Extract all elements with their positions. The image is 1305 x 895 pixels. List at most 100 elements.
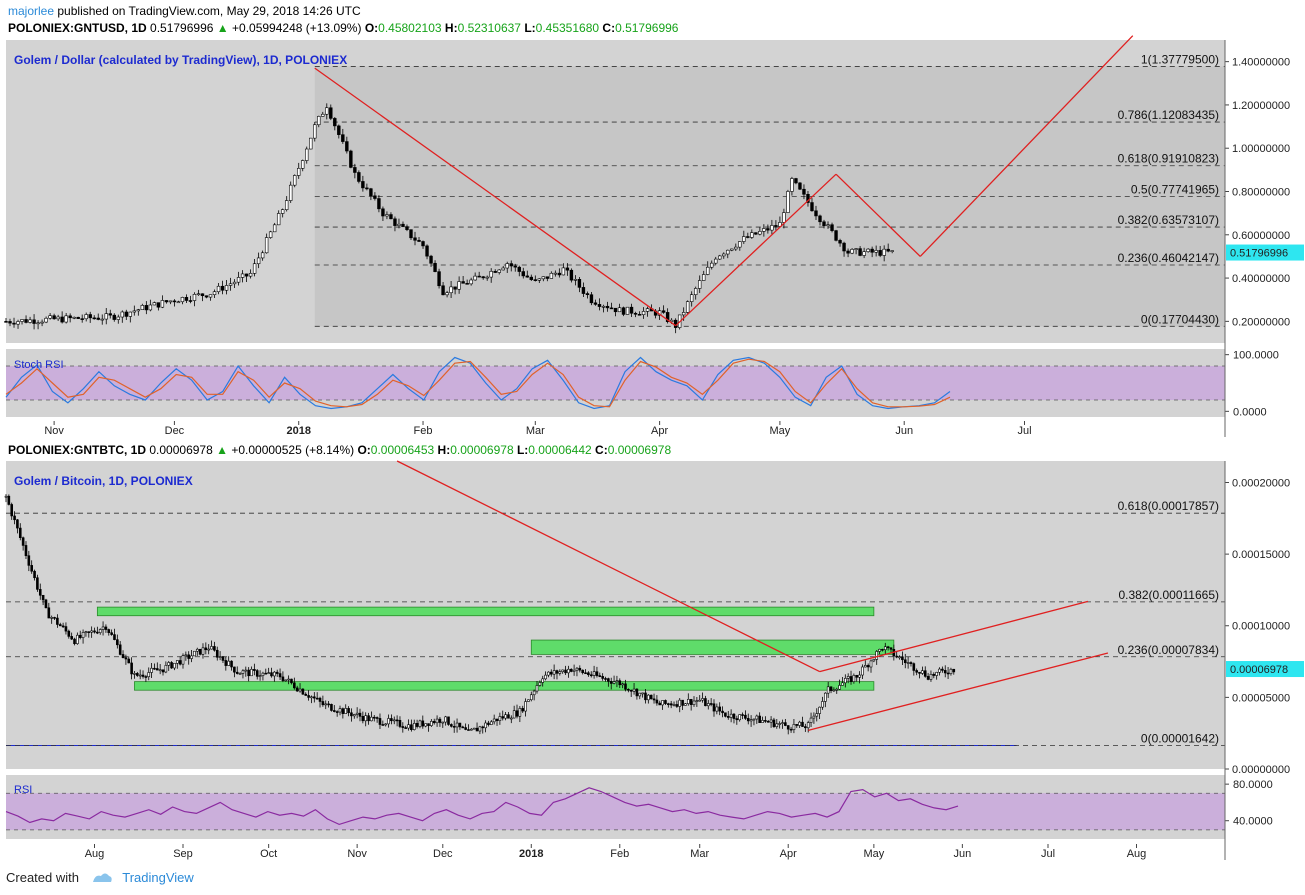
candle-body (305, 148, 309, 161)
candle-body (152, 302, 157, 306)
candle-body (935, 671, 938, 676)
candle-body (464, 727, 467, 730)
trendline (819, 600, 1089, 673)
fib-level-label: 0.618(0.91910823) (1118, 152, 1219, 166)
candle-body (450, 724, 453, 727)
candle-body (627, 688, 630, 691)
candle-body (313, 696, 316, 699)
candle-body (490, 721, 493, 725)
tradingview-link[interactable]: TradingView (122, 870, 194, 885)
candle-body (375, 717, 379, 719)
low-btc: 0.00006442 (528, 443, 592, 457)
up-arrow-icon: ▲ (216, 443, 228, 457)
candle-body (629, 306, 634, 314)
candle-body (778, 723, 781, 725)
candle-body (67, 630, 71, 637)
y-tick-label: 0.20000000 (1232, 316, 1290, 328)
candle-body (253, 669, 256, 671)
candle-body (629, 689, 633, 692)
candle-body (158, 669, 162, 672)
x-tick-label: Apr (651, 425, 668, 437)
candle-body (473, 275, 477, 281)
candle-body (889, 647, 893, 650)
candle-body (467, 729, 470, 731)
candle-body (458, 722, 462, 728)
candle-body (607, 678, 610, 682)
fib-level-label: 0.382(0.00011665) (1118, 588, 1219, 602)
stoch-rsi-pane (5, 349, 1225, 417)
candle-body (575, 667, 579, 671)
footer: Created with TradingView (6, 870, 194, 885)
candle-body (36, 577, 39, 590)
candle-body (224, 660, 228, 666)
candle-body (220, 285, 225, 291)
y-tick-label: 0.00020000 (1232, 477, 1290, 489)
rsi-pane (5, 775, 1225, 839)
candle-body (156, 668, 159, 671)
candle-body (288, 184, 293, 201)
candle-body (564, 669, 567, 674)
candle-body (949, 668, 953, 674)
candle-body (826, 686, 830, 694)
candle-body (104, 626, 108, 630)
candle-body (729, 713, 733, 718)
candle-body (909, 662, 913, 664)
candle-body (167, 662, 171, 666)
candle-body (766, 228, 770, 231)
candle-body (601, 676, 604, 679)
candle-body (655, 699, 659, 704)
candle-body (749, 719, 753, 722)
candle-body (801, 721, 804, 727)
candle-body (201, 647, 205, 655)
candle-body (597, 304, 602, 307)
candle-body (33, 570, 36, 579)
candle-body (333, 118, 337, 127)
candle-body (537, 278, 542, 281)
candle-body (350, 712, 353, 717)
candle-body (128, 311, 133, 317)
candle-body (886, 646, 890, 649)
candle-body (310, 696, 313, 699)
candle-body (821, 701, 824, 708)
candle-body (116, 639, 119, 646)
candle-body (798, 182, 802, 190)
candle-body (605, 305, 610, 309)
candle-body (276, 213, 281, 226)
candle-body (489, 271, 493, 278)
candle-body (44, 599, 48, 609)
candle-body (361, 716, 365, 722)
candle-body (221, 656, 225, 661)
candle-body (844, 678, 847, 684)
candle-body (589, 674, 593, 677)
candle-body (224, 285, 229, 291)
candle-body (501, 267, 505, 271)
candle-body (810, 202, 814, 212)
candle-body (525, 275, 529, 278)
candle-body (284, 679, 288, 682)
candle-body (735, 718, 739, 721)
trendline (919, 35, 1134, 257)
candle-body (228, 283, 233, 286)
candle-body (774, 225, 778, 227)
candle-body (742, 236, 746, 242)
fib-level-label: 0.382(0.63573107) (1118, 213, 1219, 227)
candle-body (138, 674, 142, 677)
candle-body (529, 694, 533, 701)
candle-body (572, 669, 576, 672)
candle-body (309, 137, 313, 150)
candle-body (347, 708, 350, 714)
candle-body (552, 670, 556, 675)
candle-body (726, 716, 730, 718)
candle-body (353, 167, 357, 173)
ohlc-header-btc: POLONIEX:GNTBTC, 1D 0.00006978 ▲ +0.0000… (8, 443, 671, 457)
author-link[interactable]: majorlee (8, 4, 55, 18)
high-usd: 0.52310637 (457, 21, 521, 35)
candle-body (73, 638, 76, 645)
fib-level-label: 0.618(0.00017857) (1118, 499, 1219, 513)
candle-body (581, 669, 584, 674)
candle-body (498, 716, 502, 721)
candle-body (485, 276, 489, 279)
low-label-btc: L: (516, 443, 529, 457)
candle-body (101, 626, 105, 630)
